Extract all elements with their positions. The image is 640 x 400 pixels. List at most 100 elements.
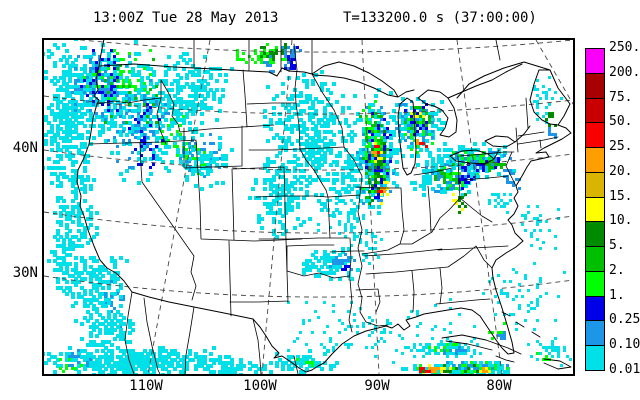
precip-cell xyxy=(62,103,66,107)
precip-cell xyxy=(356,112,360,116)
precip-cell xyxy=(155,358,159,362)
precip-cell xyxy=(311,82,315,86)
precip-cell xyxy=(344,118,348,122)
precip-cell xyxy=(374,133,378,137)
precip-cell xyxy=(107,316,111,320)
precip-cell xyxy=(485,163,488,166)
precip-cell xyxy=(425,175,429,179)
precip-cell xyxy=(89,112,93,116)
precip-cell xyxy=(149,142,152,145)
precip-cell xyxy=(278,118,282,122)
precip-cell xyxy=(371,127,374,130)
precip-cell xyxy=(104,58,108,62)
precip-cell xyxy=(107,280,111,284)
precip-cell xyxy=(161,79,165,83)
precip-cell xyxy=(347,190,351,194)
precip-cell xyxy=(428,181,432,185)
precip-cell xyxy=(308,151,312,155)
precip-cell xyxy=(407,124,410,127)
precip-cell xyxy=(536,112,539,115)
precip-cell xyxy=(446,187,449,190)
precip-cell xyxy=(293,226,297,230)
precip-cell xyxy=(440,187,443,190)
precip-cell xyxy=(110,274,114,278)
precip-cell xyxy=(122,139,125,142)
precip-cell xyxy=(272,70,275,73)
precip-cell xyxy=(119,358,123,362)
precip-cell xyxy=(287,169,291,173)
precip-cell xyxy=(68,139,72,143)
precip-cell xyxy=(89,313,93,317)
precip-cell xyxy=(92,259,96,263)
precip-cell xyxy=(236,58,239,61)
precip-cell xyxy=(116,334,120,338)
precip-cell xyxy=(275,52,278,55)
precip-cell xyxy=(95,211,99,215)
precip-cell xyxy=(455,154,458,157)
precip-cell xyxy=(179,133,182,136)
precip-cell xyxy=(254,61,257,64)
precip-cell xyxy=(266,139,270,143)
precip-cell xyxy=(68,112,72,116)
precip-cell xyxy=(536,79,539,82)
precip-cell xyxy=(287,187,291,191)
precip-cell xyxy=(353,157,357,161)
precip-cell xyxy=(101,115,104,118)
precip-cell xyxy=(56,115,60,119)
precip-cell xyxy=(350,244,353,247)
precip-cell xyxy=(464,205,467,208)
precip-cell xyxy=(329,271,333,275)
precip-cell xyxy=(287,184,291,188)
precip-cell xyxy=(137,163,140,166)
precip-cell xyxy=(179,370,183,374)
precip-cell xyxy=(404,133,407,136)
precip-cell xyxy=(344,187,348,191)
precip-cell xyxy=(68,157,72,161)
precip-cell xyxy=(77,361,80,364)
precip-cell xyxy=(323,130,327,134)
precip-cell xyxy=(125,121,128,124)
precip-cell xyxy=(377,163,380,166)
precip-cell xyxy=(83,289,87,293)
precip-cell xyxy=(74,85,78,89)
precip-cell xyxy=(323,142,327,146)
precip-cell xyxy=(104,295,107,298)
precip-cell xyxy=(311,79,315,83)
precip-cell xyxy=(83,349,87,353)
precip-cell xyxy=(320,163,324,167)
precip-cell xyxy=(347,220,350,223)
precip-cell xyxy=(320,343,323,346)
precip-cell xyxy=(272,112,276,116)
precip-cell xyxy=(62,175,66,179)
precip-cell xyxy=(137,130,140,133)
precip-cell xyxy=(86,343,90,347)
precip-cell xyxy=(122,91,126,95)
precip-cell xyxy=(110,79,114,83)
precip-cell xyxy=(299,118,303,122)
precip-cell xyxy=(137,109,141,113)
precip-cell xyxy=(326,325,329,328)
precip-cell xyxy=(287,355,291,359)
precip-cell xyxy=(437,157,441,161)
precip-cell xyxy=(275,199,279,203)
precip-cell xyxy=(485,175,489,179)
precip-cell xyxy=(437,118,441,122)
precip-cell xyxy=(212,142,215,145)
precip-cell xyxy=(257,58,260,61)
precip-cell xyxy=(503,163,506,166)
precip-cell xyxy=(272,97,276,101)
precip-cell xyxy=(326,130,330,134)
precip-cell xyxy=(284,178,288,182)
precip-cell xyxy=(107,55,111,59)
precip-cell xyxy=(146,106,149,109)
precip-cell xyxy=(122,298,125,301)
precip-cell xyxy=(209,106,213,110)
precip-cell xyxy=(467,169,471,173)
precip-cell xyxy=(347,166,351,170)
precip-cell xyxy=(203,154,207,158)
precip-cell xyxy=(110,295,113,298)
precip-cell xyxy=(293,64,296,67)
precip-cell xyxy=(131,67,135,71)
precip-cell xyxy=(53,115,57,119)
precip-cell xyxy=(437,370,441,374)
